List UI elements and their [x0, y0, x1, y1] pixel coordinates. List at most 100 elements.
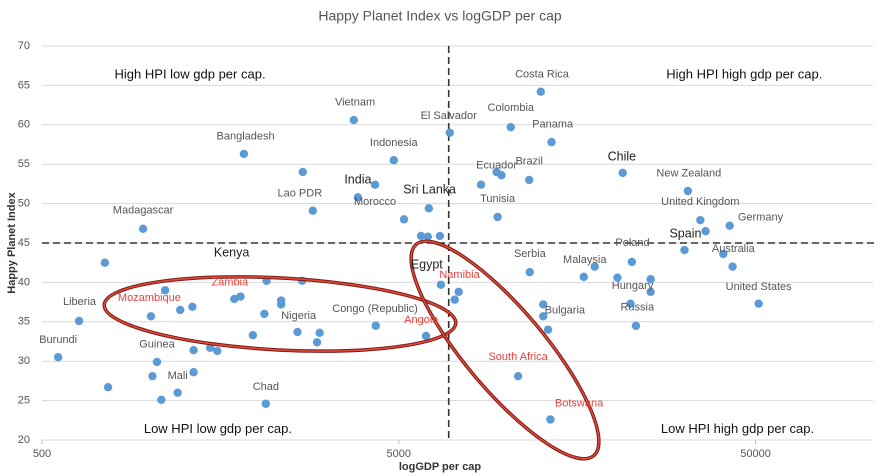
- point: [525, 267, 534, 277]
- point: [103, 383, 113, 392]
- annotation: High HPI low gdp per cap.: [115, 67, 266, 82]
- point: [100, 258, 110, 267]
- annotation: Kenya: [214, 246, 249, 260]
- annotation: Colombia: [488, 102, 535, 114]
- y-tick-label: 70: [18, 40, 30, 52]
- annotation: New Zealand: [656, 168, 721, 180]
- x-tick-label: 500: [33, 448, 51, 460]
- point: [423, 232, 433, 241]
- annotation: Low HPI high gdp per cap.: [661, 421, 814, 436]
- y-tick-label: 30: [18, 355, 30, 367]
- annotation: Botswana: [555, 398, 604, 410]
- x-axis-label: logGDP per cap: [399, 461, 482, 473]
- point: [276, 300, 286, 309]
- annotations: High HPI low gdp per cap. High HPI high g…: [39, 67, 822, 437]
- point: [298, 167, 307, 177]
- point: [435, 231, 445, 241]
- point: [424, 204, 434, 213]
- annotation: Vietnam: [335, 97, 375, 109]
- point: [579, 272, 589, 282]
- point: [543, 325, 553, 334]
- point: [646, 287, 655, 297]
- x-tick-label: 50000: [740, 448, 771, 460]
- point: [148, 371, 157, 381]
- y-tick-label: 35: [18, 316, 30, 328]
- point: [683, 186, 693, 196]
- point: [536, 87, 545, 96]
- y-tick-label: 20: [18, 434, 30, 446]
- point: [188, 302, 197, 312]
- point: [547, 137, 556, 147]
- annotation: Poland: [615, 237, 649, 249]
- point: [728, 262, 737, 271]
- point: [74, 316, 84, 326]
- ellipse: [410, 240, 600, 460]
- point: [261, 399, 271, 408]
- point: [513, 371, 523, 381]
- point: [389, 156, 398, 165]
- annotation: United Kingdom: [661, 196, 739, 208]
- annotation: Sri Lanka: [403, 183, 456, 197]
- point: [506, 122, 515, 132]
- annotation: Lao PDR: [278, 187, 323, 199]
- highlight-ellipses: [102, 239, 601, 461]
- point: [236, 292, 245, 301]
- annotation: Namibia: [439, 269, 480, 281]
- point: [476, 180, 486, 189]
- point: [189, 368, 198, 377]
- point: [754, 299, 763, 308]
- point: [260, 309, 269, 319]
- y-tick-label: 50: [18, 198, 30, 210]
- point: [618, 168, 627, 178]
- annotation: Madagascar: [113, 205, 174, 217]
- y-tick-label: 25: [18, 395, 30, 407]
- annotation: Serbia: [514, 248, 547, 260]
- point: [539, 300, 548, 309]
- point: [719, 249, 728, 259]
- point: [626, 299, 635, 308]
- marks: [53, 87, 763, 424]
- point: [312, 338, 322, 347]
- point: [371, 321, 380, 330]
- point: [627, 257, 637, 267]
- point: [454, 287, 463, 297]
- annotation: Indonesia: [370, 137, 419, 149]
- annotation: Bangladesh: [217, 131, 275, 143]
- point: [701, 226, 710, 236]
- annotation: Bulgaria: [545, 305, 586, 317]
- point: [631, 321, 641, 330]
- annotation: Zambia: [211, 276, 249, 288]
- annotation: Guinea: [139, 339, 175, 351]
- point: [152, 357, 162, 367]
- annotation: Congo (Republic): [332, 303, 418, 315]
- annotation: India: [344, 172, 371, 186]
- annotation: Australia: [712, 243, 756, 255]
- point: [160, 286, 170, 295]
- annotation: Low HPI low gdp per cap.: [144, 421, 292, 436]
- annotation: Burundi: [39, 334, 77, 346]
- annotation: Nigeria: [281, 310, 317, 322]
- annotation: High HPI high gdp per cap.: [666, 67, 822, 82]
- annotation: Tunisia: [480, 193, 516, 205]
- point: [416, 231, 426, 241]
- y-axis-label: Happy Planet Index: [6, 191, 18, 293]
- point: [613, 273, 622, 282]
- point: [189, 345, 198, 355]
- point: [399, 215, 409, 224]
- ellipse: [103, 276, 457, 352]
- chart-title: Happy Planet Index vs logGDP per cap: [318, 8, 562, 24]
- annotation: Chile: [608, 149, 637, 163]
- annotation: Malaysia: [563, 254, 607, 266]
- point: [173, 388, 182, 397]
- y-tick-label: 65: [18, 79, 30, 91]
- point: [293, 327, 302, 337]
- y-tick-label: 55: [18, 158, 30, 170]
- point: [590, 262, 599, 271]
- point: [349, 115, 359, 125]
- point: [176, 305, 185, 315]
- annotation: Germany: [738, 212, 784, 224]
- point: [370, 180, 380, 189]
- grid: 20 25 30 35 40 45 50 55 60 65 70 500 5000 50000: [18, 40, 875, 460]
- point: [436, 280, 446, 289]
- point: [421, 331, 431, 341]
